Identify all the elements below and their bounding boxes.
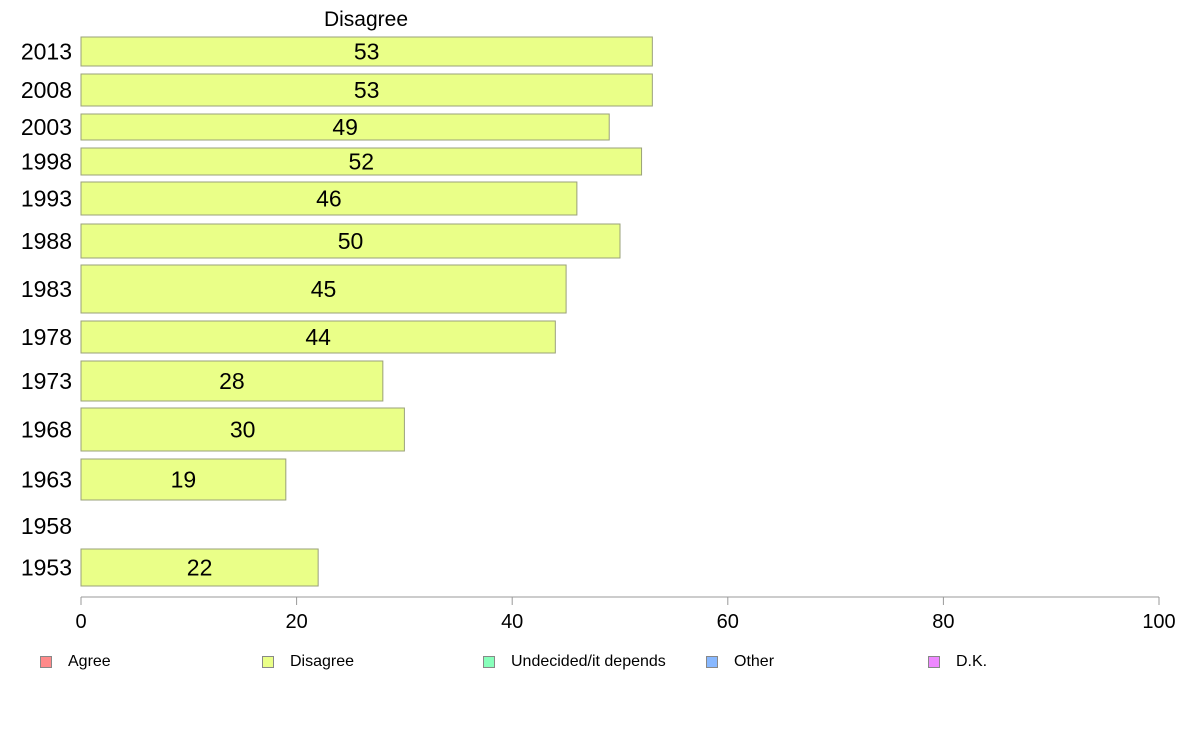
legend-swatch xyxy=(40,656,52,668)
category-label: 1983 xyxy=(21,276,72,302)
bar-value-label: 49 xyxy=(332,114,358,140)
bar-value-label: 44 xyxy=(305,324,331,350)
category-label: 2003 xyxy=(21,114,72,140)
legend-label: D.K. xyxy=(956,653,988,670)
x-tick-label: 40 xyxy=(501,611,523,633)
bar xyxy=(80,320,556,354)
bar xyxy=(80,181,578,216)
legend-swatch xyxy=(706,656,718,668)
category-label: 2008 xyxy=(21,77,72,103)
legend-item: Agree xyxy=(40,653,111,671)
category-label: 1978 xyxy=(21,324,72,350)
x-tick-label: 100 xyxy=(1142,611,1175,633)
legend-swatch xyxy=(928,656,940,668)
bar-value-label: 52 xyxy=(348,149,374,175)
category-label: 1993 xyxy=(21,186,72,212)
bar-value-label: 50 xyxy=(338,228,364,254)
bar xyxy=(80,147,643,176)
category-label: 1953 xyxy=(21,555,72,581)
bar-value-label: 46 xyxy=(316,186,342,212)
bar xyxy=(80,548,319,587)
bar-value-label: 22 xyxy=(187,555,213,581)
bar-value-label: 53 xyxy=(354,39,380,65)
legend-label: Disagree xyxy=(290,653,355,670)
legend-swatch xyxy=(483,656,495,668)
bar-value-label: 53 xyxy=(354,77,380,103)
x-tick-label: 60 xyxy=(717,611,739,633)
x-tick-label: 0 xyxy=(75,611,86,633)
bar xyxy=(80,223,621,259)
legend: Agree Disagree Undecided/it depends Other D.… xyxy=(0,650,1188,674)
bar xyxy=(80,407,405,452)
legend-item: Other xyxy=(706,653,774,671)
bar-value-label: 45 xyxy=(311,276,337,302)
bar xyxy=(80,73,653,107)
legend-label: Undecided/it depends xyxy=(511,653,666,670)
x-tick-label: 80 xyxy=(932,611,954,633)
category-label: 1968 xyxy=(21,417,72,443)
bar xyxy=(80,458,287,501)
bar xyxy=(80,360,384,402)
legend-item: Undecided/it depends xyxy=(483,653,666,671)
category-label: 1963 xyxy=(21,467,72,493)
category-label: 1958 xyxy=(21,513,72,539)
legend-label: Agree xyxy=(68,653,111,670)
bar-chart: Disagree 2013 53 2008 53 2003 49 1998 52 1993 46 1… xyxy=(21,8,1176,633)
chart-title: Disagree xyxy=(324,8,408,31)
category-label: 1998 xyxy=(21,149,72,175)
x-tick-label: 20 xyxy=(285,611,307,633)
bar-value-label: 28 xyxy=(219,368,245,394)
bar-value-label: 19 xyxy=(171,467,197,493)
legend-item: Disagree xyxy=(262,653,354,671)
legend-item: D.K. xyxy=(928,653,987,671)
bar-value-label: 30 xyxy=(230,417,256,443)
legend-swatch xyxy=(262,656,274,668)
bar xyxy=(80,36,653,67)
bar xyxy=(80,264,567,314)
category-label: 1988 xyxy=(21,228,72,254)
category-label: 2013 xyxy=(21,39,72,65)
category-label: 1973 xyxy=(21,368,72,394)
legend-label: Other xyxy=(734,653,775,670)
bar xyxy=(80,113,610,141)
